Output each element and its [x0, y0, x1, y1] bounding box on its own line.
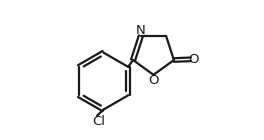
Text: N: N: [135, 24, 145, 37]
Text: O: O: [148, 74, 159, 87]
Text: Cl: Cl: [92, 116, 105, 129]
Text: O: O: [188, 53, 199, 66]
